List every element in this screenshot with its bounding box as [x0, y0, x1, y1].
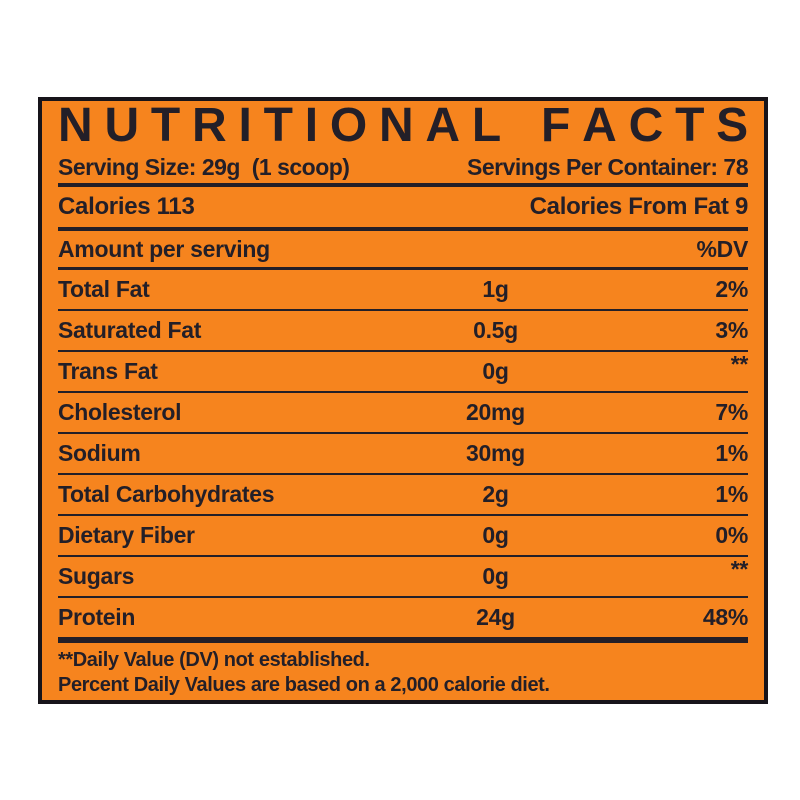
divider	[58, 267, 748, 270]
nutrient-amount: 2g	[482, 481, 509, 507]
nutrient-amount: 0g	[482, 563, 509, 589]
footnotes: **Daily Value (DV) not established. Perc…	[58, 643, 748, 698]
nutrient-dv: 0%	[715, 522, 748, 548]
nutrient-amount: 24g	[476, 604, 515, 630]
nutrient-row-sugars: Sugars 0g **	[58, 556, 749, 598]
nutrient-amount: 0g	[482, 522, 509, 548]
nutrient-amount: 0.5g	[473, 317, 518, 343]
divider	[58, 639, 748, 643]
serving-info-row: Serving Size: 29g (1 scoop) Servings Per…	[58, 151, 749, 183]
nutrient-name: Dietary Fiber	[58, 522, 195, 548]
nutrient-dv: 7%	[715, 399, 748, 425]
nutrient-amount: 0g	[482, 358, 509, 384]
nutrient-row-sodium: Sodium 30mg 1%	[58, 434, 748, 475]
nutrient-dv: **	[730, 351, 749, 377]
nutrient-amount: 20mg	[466, 399, 525, 425]
nutrient-dv: 48%	[702, 604, 748, 630]
nutrient-row-dietary-fiber: Dietary Fiber 0g 0%	[58, 516, 748, 557]
calories-from-fat: Calories From Fat 9	[529, 193, 749, 220]
nutrient-row-total-fat: Total Fat 1g 2%	[58, 270, 748, 311]
nutrient-name: Sodium	[58, 440, 141, 466]
nutrient-row-trans-fat: Trans Fat 0g **	[58, 351, 749, 393]
nutrient-name: Total Fat	[58, 276, 150, 302]
nutrient-name: Total Carbohydrates	[58, 481, 275, 507]
nutrient-row-cholesterol: Cholesterol 20mg 7%	[58, 393, 748, 434]
calories: Calories 113	[58, 193, 195, 220]
dv-header: %DV	[696, 235, 748, 262]
nutrient-name: Protein	[58, 604, 136, 630]
nutrient-row-saturated-fat: Saturated Fat 0.5g 3%	[58, 311, 748, 352]
nutrient-amount: 1g	[482, 276, 509, 302]
nutrient-name: Cholesterol	[58, 399, 182, 425]
nutrient-dv: 1%	[715, 440, 748, 466]
nutrient-name: Sugars	[58, 563, 135, 589]
nutrient-dv: 1%	[715, 481, 748, 507]
nutrient-amount: 30mg	[466, 440, 525, 466]
amount-per-serving-header: Amount per serving	[58, 235, 270, 262]
nutrient-row-protein: Protein 24g 48%	[58, 598, 748, 639]
servings-per-container: Servings Per Container: 78	[467, 153, 749, 180]
calories-row: Calories 113 Calories From Fat 9	[58, 187, 748, 227]
nutrient-row-total-carbohydrates: Total Carbohydrates 2g 1%	[58, 475, 748, 516]
nutrient-dv: 2%	[715, 276, 748, 302]
divider	[58, 183, 748, 187]
nutrient-dv: **	[730, 556, 749, 582]
nutrient-name: Trans Fat	[58, 358, 158, 384]
footnote-percent-daily-values: Percent Daily Values are based on a 2,00…	[58, 674, 550, 696]
serving-size: Serving Size: 29g (1 scoop)	[58, 153, 350, 180]
divider	[58, 227, 748, 231]
nutrient-dv: 3%	[715, 317, 748, 343]
nutrient-name: Saturated Fat	[58, 317, 202, 343]
footnote-dv-not-established: **Daily Value (DV) not established.	[58, 649, 370, 671]
amount-header-row: Amount per serving %DV	[58, 231, 748, 267]
